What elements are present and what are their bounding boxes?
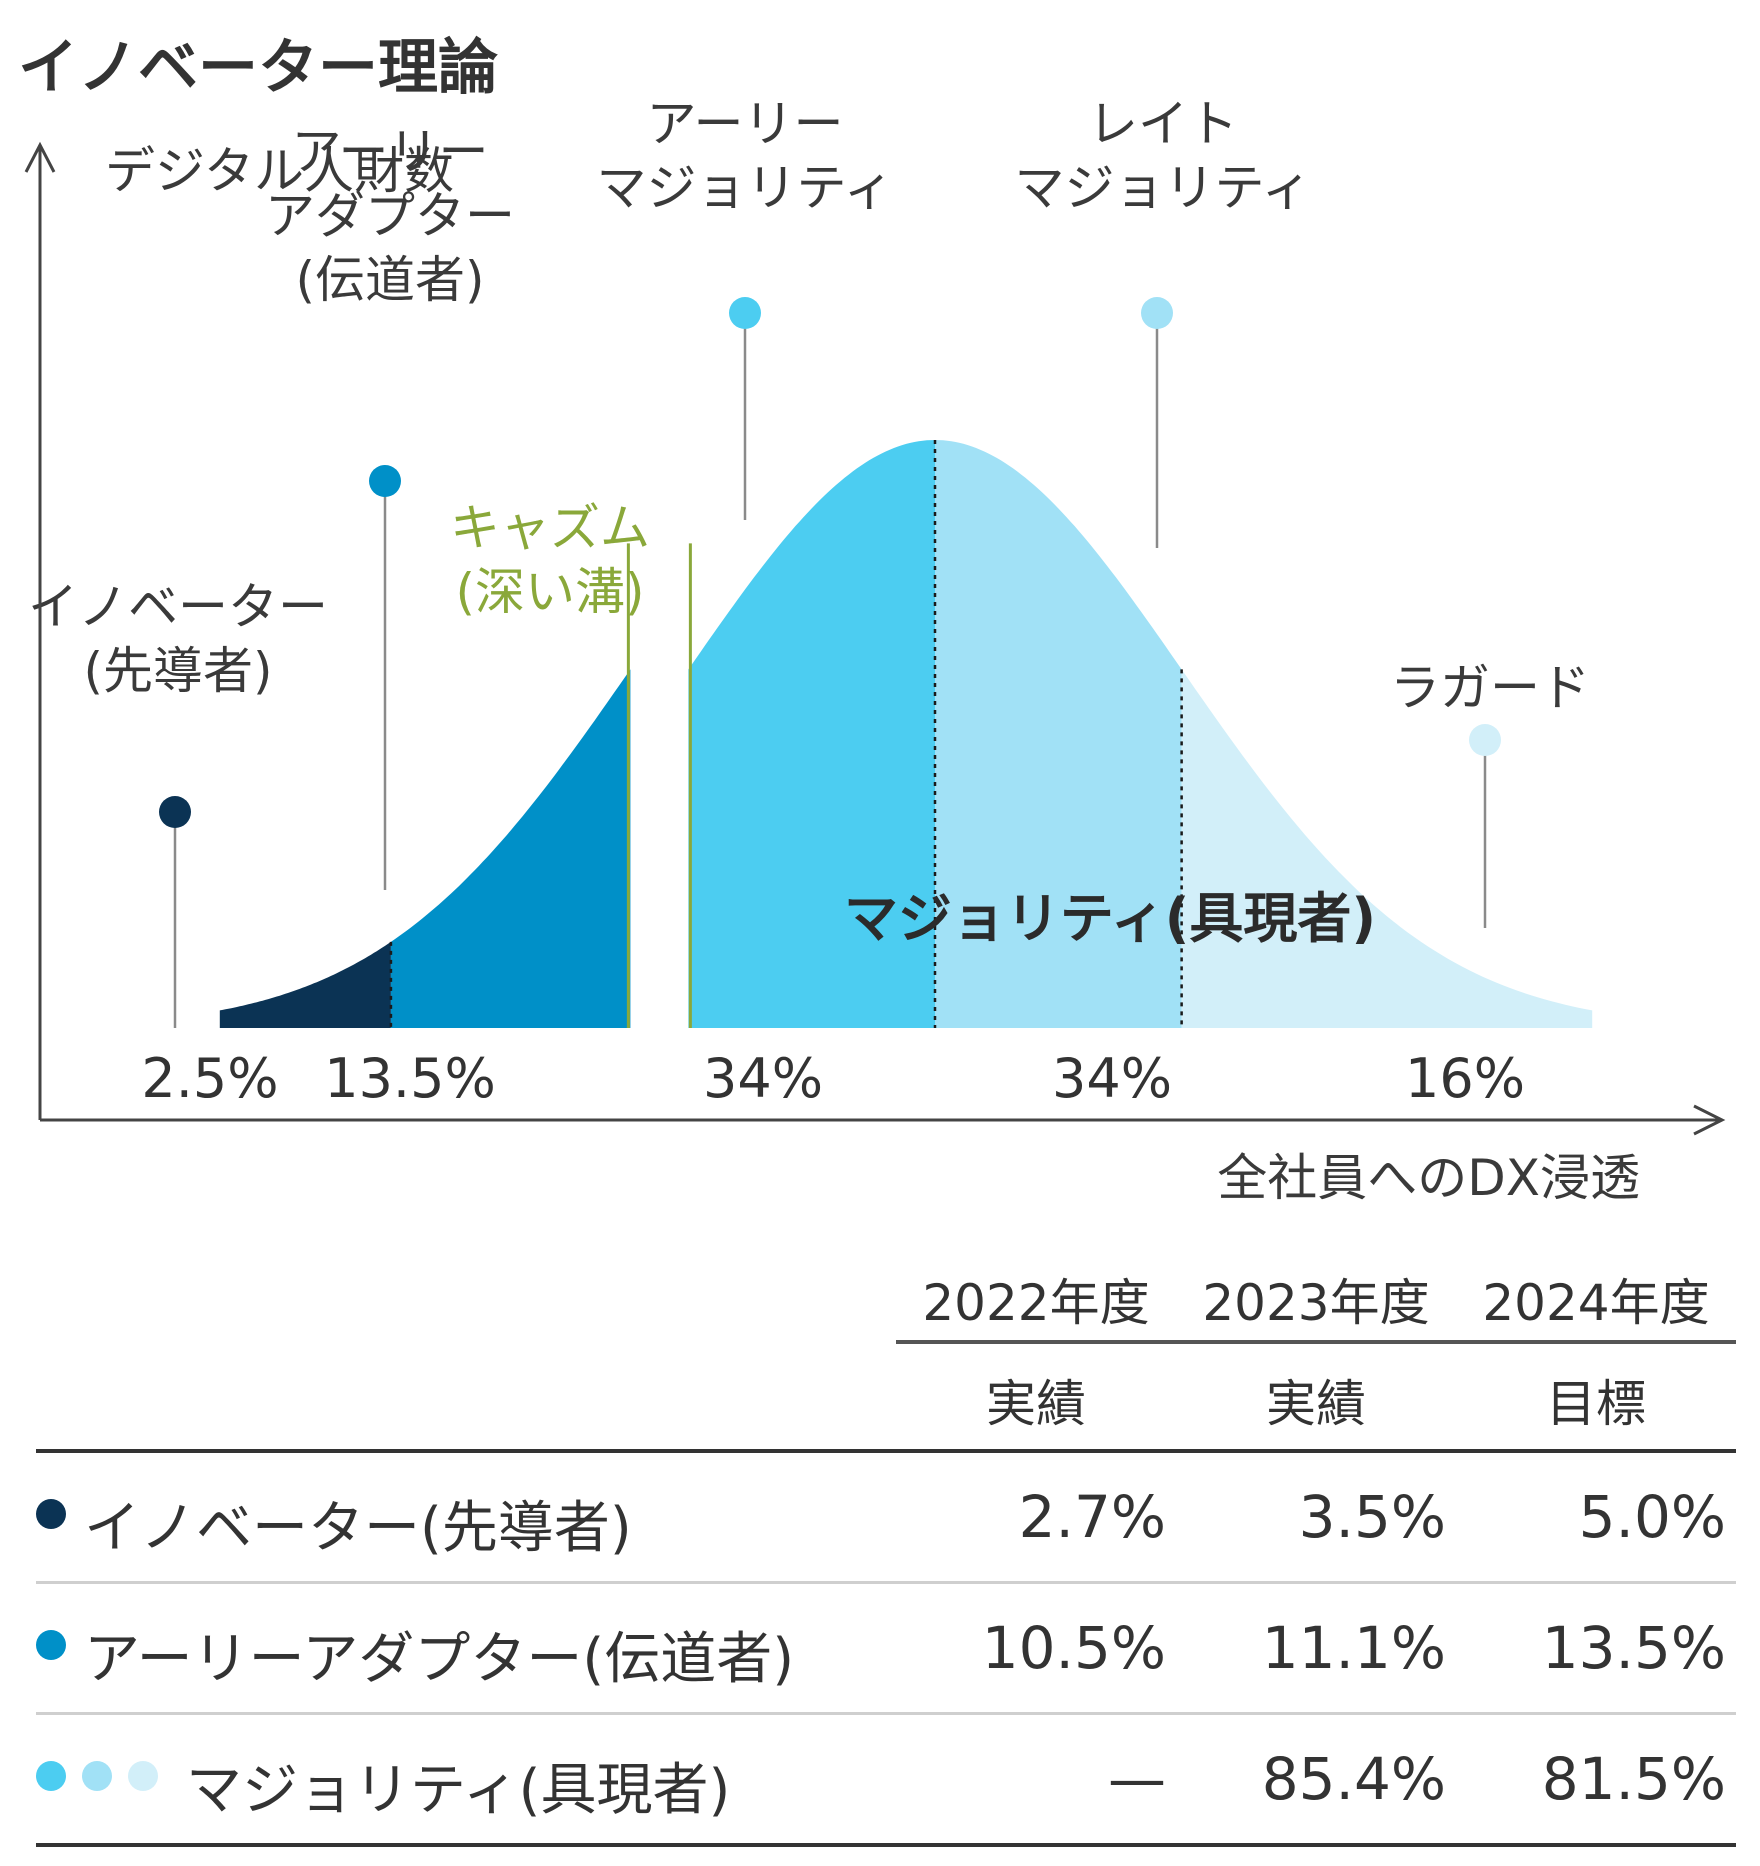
segment-label: マジョリティ [1015, 159, 1312, 217]
segment-marker-dot [729, 297, 761, 329]
bell-curve-areas [219, 440, 1593, 1028]
segment-marker-dot [1469, 724, 1501, 756]
y-axis-arrow [24, 141, 56, 173]
x-axis-label: 全社員へのDX浸透 [1217, 1149, 1640, 1207]
table-rule [36, 1449, 1736, 1453]
table-cell: 2.7% [1018, 1483, 1166, 1551]
table-cell: 81.5% [1541, 1745, 1726, 1813]
segment-percentage: 34% [703, 1047, 823, 1110]
legend-dots [36, 1499, 82, 1533]
year-2024: 2024年度 [1482, 1274, 1710, 1332]
table-cell: 5.0% [1578, 1483, 1726, 1551]
chasm-label: (深い溝) [455, 563, 644, 621]
table-row: アーリーアダプター(伝道者) 10.5% 11.1% 13.5% [36, 1584, 1736, 1715]
kind-2023: 実績 [1266, 1375, 1366, 1433]
segment-label: アーリー [647, 95, 844, 153]
chasm-label: キャズム [450, 499, 650, 557]
kind-2024: 目標 [1546, 1375, 1646, 1433]
segment-label: マジョリティ [597, 159, 894, 217]
table-kind-header: 実績 実績 目標 [896, 1344, 1736, 1444]
segment-markers [159, 297, 1501, 1028]
segment-label: (伝道者) [295, 251, 484, 309]
chart-title: イノベーター理論 [18, 33, 498, 103]
segment-marker-dot [369, 465, 401, 497]
segment-label: レイト [1088, 95, 1238, 153]
curve-segment-5 [1181, 669, 1593, 1028]
x-axis-arrow [1693, 1104, 1726, 1136]
segment-percentage: 34% [1052, 1047, 1172, 1110]
segment-label: アーリー [292, 123, 489, 181]
table-cell: 85.4% [1261, 1745, 1446, 1813]
segment-marker-dot [159, 796, 191, 828]
segment-label: イノベーター [28, 578, 328, 636]
segment-label: ラガード [1390, 659, 1590, 717]
legend-dots [36, 1630, 82, 1664]
row-label: イノベーター(先導者) [84, 1496, 632, 1561]
early-adopter-dot-icon [36, 1630, 66, 1660]
y-axis-label: デジタル人財数 [105, 142, 454, 200]
innovation-theory-chart: イノベーター理論 イノベーター (先導者) アーリーアダプター (伝道者) アーリーマジ… [18, 33, 1726, 1207]
curve-segment-3 [688, 440, 935, 1028]
table-cell: 11.1% [1261, 1614, 1446, 1682]
table-cell: — [1108, 1745, 1166, 1813]
segment-percentage: 13.5% [324, 1047, 496, 1110]
row-label: アーリーアダプター(伝道者) [84, 1627, 795, 1692]
year-2022: 2022年度 [922, 1274, 1150, 1332]
segment-labels: イノベーター(先導者)アーリーアダプター(伝道者)アーリーマジョリティレイトマジ… [28, 95, 1590, 717]
segment-percentage: 16% [1405, 1047, 1525, 1110]
year-2023: 2023年度 [1202, 1274, 1430, 1332]
table-row: マジョリティ(具現者) — 85.4% 81.5% [36, 1715, 1736, 1847]
table-cell: 10.5% [981, 1614, 1166, 1682]
table-cell: 3.5% [1298, 1483, 1446, 1551]
segment-percentage: 2.5% [141, 1047, 278, 1110]
curve-segment-2 [390, 669, 631, 1028]
segment-label: アダプター [265, 187, 515, 245]
segment-percentages: 2.5% 13.5% 34% 34% 16% [141, 1047, 1525, 1110]
segment-dividers [389, 440, 1183, 1028]
curve-segment-4 [935, 440, 1182, 1028]
innovator-dot-icon [36, 1499, 66, 1529]
row-label: マジョリティ(具現者) [186, 1758, 731, 1823]
legend-dots [36, 1761, 174, 1795]
table-row: イノベーター(先導者) 2.7% 3.5% 5.0% [36, 1453, 1736, 1584]
laggard-dot-icon [128, 1761, 158, 1791]
segment-label: (先導者) [83, 642, 272, 700]
late-majority-dot-icon [82, 1761, 112, 1791]
table-cell: 13.5% [1541, 1614, 1726, 1682]
kind-2022: 実績 [986, 1375, 1086, 1433]
majority-label: マジョリティ(具現者) [844, 887, 1376, 950]
segment-marker-dot [1141, 297, 1173, 329]
curve-segment-1 [219, 941, 391, 1028]
early-majority-dot-icon [36, 1761, 66, 1791]
table-year-header: 2022年度 2023年度 2024年度 [896, 1255, 1736, 1344]
